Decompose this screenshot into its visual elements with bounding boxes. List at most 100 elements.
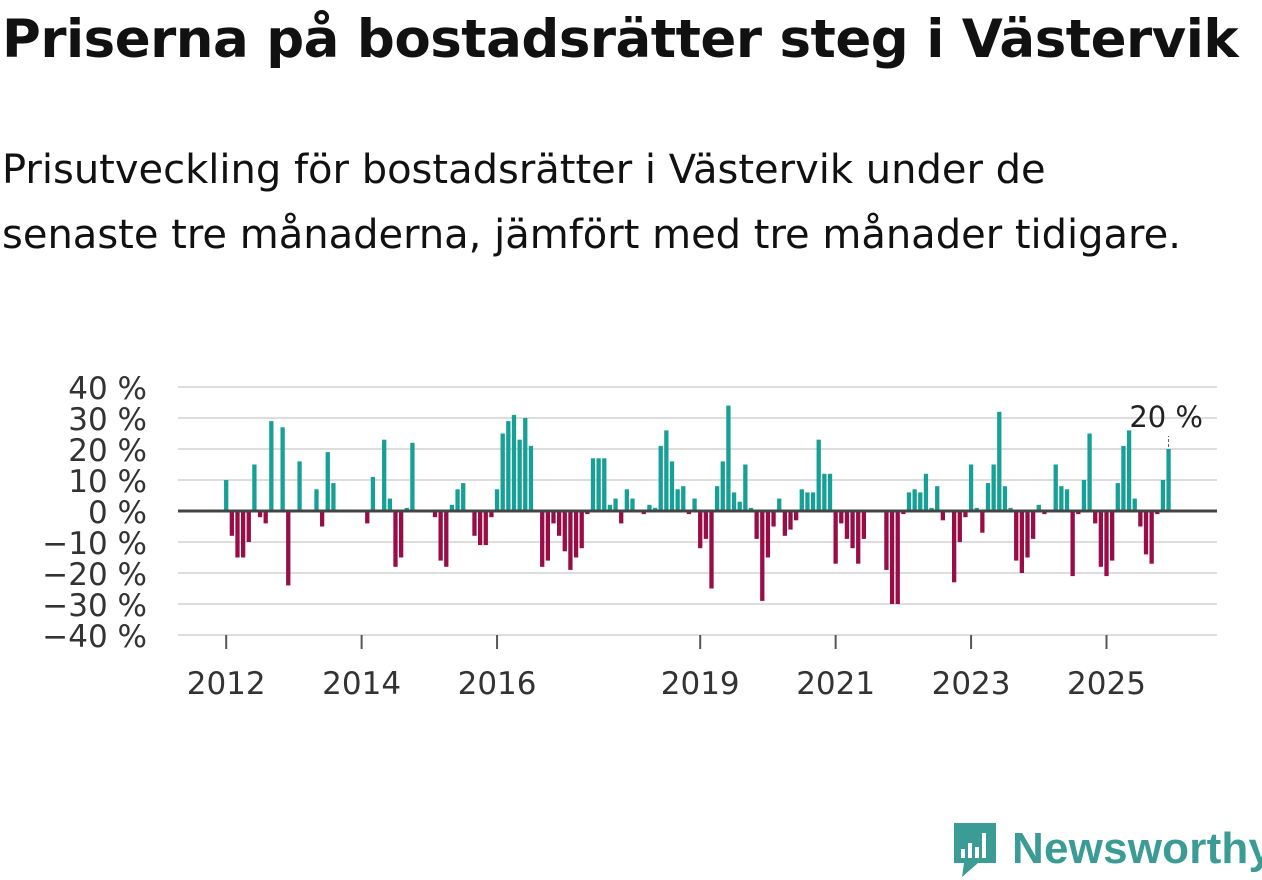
- y-tick-label: −20 %: [42, 557, 147, 593]
- bar: [585, 511, 590, 515]
- x-tick-label: 2014: [322, 666, 401, 702]
- bar: [370, 476, 376, 511]
- bar: [698, 511, 703, 549]
- bar: [1104, 511, 1109, 577]
- bar: [573, 511, 579, 558]
- bar: [1160, 480, 1166, 511]
- y-tick-label: −40 %: [42, 619, 147, 655]
- bar: [240, 511, 246, 558]
- bar: [331, 483, 336, 511]
- bar: [1093, 511, 1098, 524]
- bar: [500, 433, 505, 511]
- bar: [517, 439, 522, 511]
- bar: [393, 511, 398, 567]
- bar: [1115, 483, 1120, 511]
- bar: [1132, 498, 1137, 511]
- annotation-label: 20 %: [1129, 400, 1203, 434]
- bar: [850, 511, 855, 549]
- x-tick-label: 2025: [1067, 666, 1146, 702]
- bar: [810, 492, 816, 511]
- bar: [799, 489, 804, 511]
- bar: [726, 405, 731, 511]
- bar: [641, 511, 646, 515]
- bar: [1053, 464, 1058, 511]
- bar: [365, 511, 370, 524]
- x-tick-label: 2016: [458, 666, 537, 702]
- bar: [252, 464, 257, 511]
- bar: [731, 492, 737, 511]
- bar: [929, 507, 934, 511]
- chart-title: Priserna på bostadsrätter steg i Västerv…: [2, 9, 1239, 70]
- bar: [387, 498, 392, 511]
- brand-name: Newsworthy: [1012, 824, 1262, 873]
- bar: [681, 486, 686, 511]
- y-tick-label: −30 %: [42, 588, 147, 624]
- bar: [257, 511, 263, 518]
- bar: [709, 511, 714, 589]
- bar: [461, 483, 466, 511]
- bar: [325, 452, 330, 511]
- bar: [760, 511, 765, 601]
- bar: [703, 511, 709, 539]
- bar: [1110, 511, 1115, 561]
- bar: [613, 498, 618, 511]
- newsworthy-logo-icon: [954, 823, 996, 877]
- bar: [624, 489, 629, 511]
- x-axis: 2012 2014 2016 2019 2021 2023 2025: [178, 634, 1217, 702]
- bar: [935, 486, 940, 511]
- bar: [472, 511, 477, 536]
- bar: [1143, 511, 1149, 555]
- bar: [1036, 504, 1041, 511]
- bar: [297, 461, 302, 511]
- bar: [652, 507, 658, 511]
- bar: [816, 439, 821, 511]
- bar: [985, 483, 991, 511]
- bar: [319, 511, 325, 527]
- bar: [630, 498, 635, 511]
- bar: [579, 511, 584, 549]
- bar: [906, 492, 912, 511]
- bar: [540, 511, 545, 567]
- y-axis: 40 %30 %20 %10 %0 %−10 %−20 %−30 %−40 %: [42, 371, 147, 655]
- bar: [382, 439, 387, 511]
- bar: [737, 501, 742, 511]
- bar: [957, 511, 962, 542]
- bar: [1019, 511, 1025, 573]
- bar: [827, 473, 833, 511]
- newsworthy-brand: Newsworthy: [950, 818, 1262, 880]
- bar: [1155, 511, 1160, 515]
- bar: [1126, 430, 1132, 511]
- bar: [398, 511, 404, 558]
- bar: [229, 511, 234, 536]
- bar: [940, 511, 946, 521]
- x-tick-label: 2023: [932, 666, 1011, 702]
- bar: [1166, 449, 1171, 511]
- bar: [1121, 445, 1126, 511]
- y-tick-label: 10 %: [68, 464, 147, 500]
- bar: [1070, 511, 1075, 577]
- bar: [895, 511, 900, 604]
- bar: [889, 511, 895, 604]
- bar: [918, 492, 923, 511]
- bar: [444, 511, 449, 567]
- bar: [844, 511, 850, 539]
- bar: [980, 511, 985, 533]
- bar: [1059, 486, 1064, 511]
- bar: [1025, 511, 1030, 558]
- bar: [856, 511, 861, 564]
- bar: [562, 511, 567, 552]
- bar-chart: 40 %30 %20 %10 %0 %−10 %−20 %−30 %−40 % …: [42, 371, 1217, 702]
- y-tick-label: 40 %: [68, 371, 147, 407]
- y-tick-label: 0 %: [88, 495, 147, 531]
- bar: [1064, 489, 1070, 511]
- x-tick-label: 2012: [187, 666, 266, 702]
- bar: [997, 411, 1002, 511]
- bar: [432, 511, 438, 518]
- bar: [280, 427, 285, 511]
- bar: [1002, 486, 1008, 511]
- bar: [556, 511, 562, 536]
- bar: [511, 414, 517, 511]
- bar: [483, 511, 488, 546]
- bar: [590, 458, 596, 511]
- bar: [952, 511, 957, 583]
